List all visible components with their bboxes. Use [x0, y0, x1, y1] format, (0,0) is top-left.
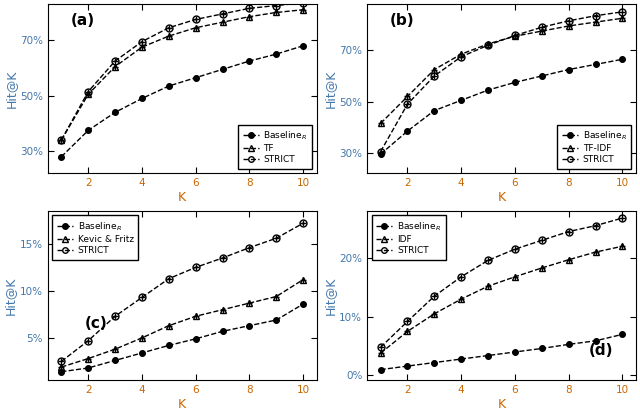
- Text: (a): (a): [71, 12, 95, 28]
- Text: (b): (b): [390, 12, 415, 28]
- Y-axis label: Hit@K: Hit@K: [4, 276, 17, 315]
- Y-axis label: Hit@K: Hit@K: [324, 276, 337, 315]
- Legend: Baseline$_R$, TF, STRICT: Baseline$_R$, TF, STRICT: [238, 125, 312, 169]
- Text: (c): (c): [85, 316, 108, 331]
- X-axis label: K: K: [178, 398, 186, 411]
- X-axis label: K: K: [497, 191, 506, 204]
- Legend: Baseline$_R$, TF-IDF, STRICT: Baseline$_R$, TF-IDF, STRICT: [557, 125, 631, 169]
- X-axis label: K: K: [497, 398, 506, 411]
- X-axis label: K: K: [178, 191, 186, 204]
- Text: (d): (d): [589, 343, 613, 358]
- Y-axis label: Hit@K: Hit@K: [4, 70, 17, 108]
- Y-axis label: Hit@K: Hit@K: [324, 70, 337, 108]
- Legend: Baseline$_R$, Kevic & Fritz, STRICT: Baseline$_R$, Kevic & Fritz, STRICT: [52, 215, 138, 259]
- Legend: Baseline$_R$, IDF, STRICT: Baseline$_R$, IDF, STRICT: [372, 215, 445, 259]
